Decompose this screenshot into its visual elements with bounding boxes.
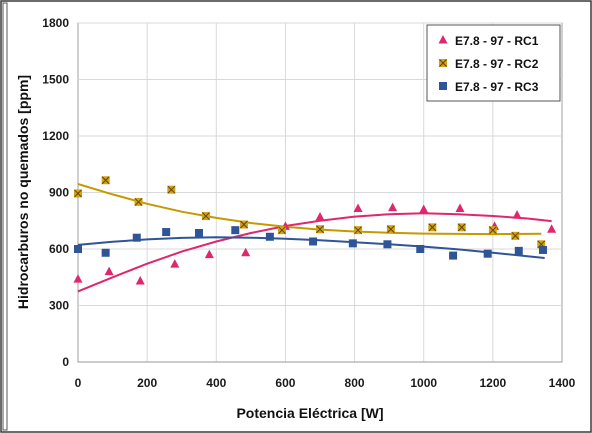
data-point-rc3 — [383, 240, 392, 249]
data-point-rc2 — [354, 226, 363, 235]
y-tick-label: 900 — [49, 186, 69, 200]
x-tick-label: 800 — [345, 376, 365, 390]
data-point-rc3 — [309, 237, 318, 246]
data-point-rc1 — [419, 204, 429, 213]
data-point-rc1 — [388, 202, 398, 212]
data-point-rc3 — [265, 232, 274, 241]
legend-item-rc2: E7.8 - 97 - RC2 — [439, 57, 539, 71]
data-point-rc3 — [195, 228, 203, 237]
legend-box — [426, 24, 561, 102]
data-point-rc1 — [73, 274, 83, 283]
data-point-rc3 — [162, 228, 171, 237]
y-tick-labels: 0 300 600 900 1200 1500 1800 — [42, 16, 69, 369]
data-point-rc1 — [204, 249, 214, 259]
x-tick-label: 1400 — [549, 376, 576, 390]
data-point-rc1 — [104, 266, 114, 276]
data-point-rc1 — [170, 259, 180, 268]
legend-marker-rc2 — [439, 59, 447, 67]
y-tick-label: 300 — [49, 299, 69, 313]
data-point-rc2 — [239, 220, 248, 229]
data-point-rc1 — [135, 276, 145, 285]
data-point-rc3 — [132, 233, 141, 242]
y-tick-label: 1800 — [42, 16, 69, 30]
data-point-rc2 — [386, 225, 395, 234]
data-point-rc2 — [428, 223, 437, 232]
x-tick-label: 1200 — [480, 376, 507, 390]
x-tick-label: 400 — [206, 376, 226, 390]
data-point-rc3 — [101, 248, 110, 257]
data-point-rc3 — [231, 226, 240, 235]
data-point-rc3 — [449, 251, 458, 260]
data-point-rc1 — [353, 203, 363, 213]
data-point-rc2 — [511, 231, 520, 240]
legend-marker-rc3 — [439, 82, 447, 90]
data-point-rc1 — [547, 224, 557, 233]
x-tick-label: 0 — [75, 376, 82, 390]
x-axis-title: Potencia Eléctrica [W] — [236, 405, 383, 421]
trend-line-rc1 — [77, 212, 552, 293]
data-point-rc1 — [455, 203, 465, 213]
x-tick-label: 200 — [137, 376, 157, 390]
left-edge-bar — [2, 2, 8, 431]
data-point-rc2 — [134, 197, 143, 206]
data-point-rc3 — [538, 245, 547, 254]
data-point-rc2 — [457, 223, 466, 232]
x-tick-labels: 0 200 400 600 800 1000 1200 1400 — [75, 376, 576, 390]
data-point-rc3 — [483, 249, 492, 258]
legend-label-rc3: E7.8 - 97 - RC3 — [455, 80, 539, 94]
data-point-rc3 — [416, 245, 425, 253]
data-markers — [73, 176, 557, 285]
legend-label-rc2: E7.8 - 97 - RC2 — [455, 57, 539, 71]
legend-item-rc1: E7.8 - 97 - RC1 — [438, 34, 539, 48]
data-point-rc2 — [74, 189, 82, 198]
data-point-rc3 — [74, 245, 82, 253]
data-point-rc2 — [277, 226, 286, 235]
trend-line-rc3 — [77, 236, 545, 259]
legend-label-rc1: E7.8 - 97 - RC1 — [455, 34, 539, 48]
legend-item-rc3: E7.8 - 97 - RC3 — [439, 80, 539, 94]
y-axis-title: Hidrocarburos no quemados [ppm] — [15, 75, 31, 309]
data-point-rc2 — [488, 226, 497, 235]
x-tick-label: 1000 — [410, 376, 437, 390]
y-tick-label: 1500 — [42, 73, 69, 87]
data-point-rc3 — [514, 246, 523, 255]
legend: E7.8 - 97 - RC1 E7.8 - 97 - RC2 E7.8 - 9… — [426, 24, 561, 102]
data-point-rc1 — [241, 247, 251, 257]
y-tick-label: 0 — [62, 355, 69, 369]
data-point-rc1 — [315, 211, 325, 221]
y-tick-label: 1200 — [42, 129, 69, 143]
data-point-rc2 — [316, 225, 324, 234]
x-tick-label: 600 — [275, 376, 295, 390]
data-point-rc2 — [167, 185, 176, 194]
data-point-rc2 — [201, 212, 210, 221]
data-point-rc3 — [348, 239, 357, 248]
legend-marker-rc1 — [438, 35, 448, 44]
data-point-rc2 — [101, 176, 110, 185]
data-point-rc1 — [512, 210, 522, 219]
y-tick-label: 600 — [49, 242, 69, 256]
